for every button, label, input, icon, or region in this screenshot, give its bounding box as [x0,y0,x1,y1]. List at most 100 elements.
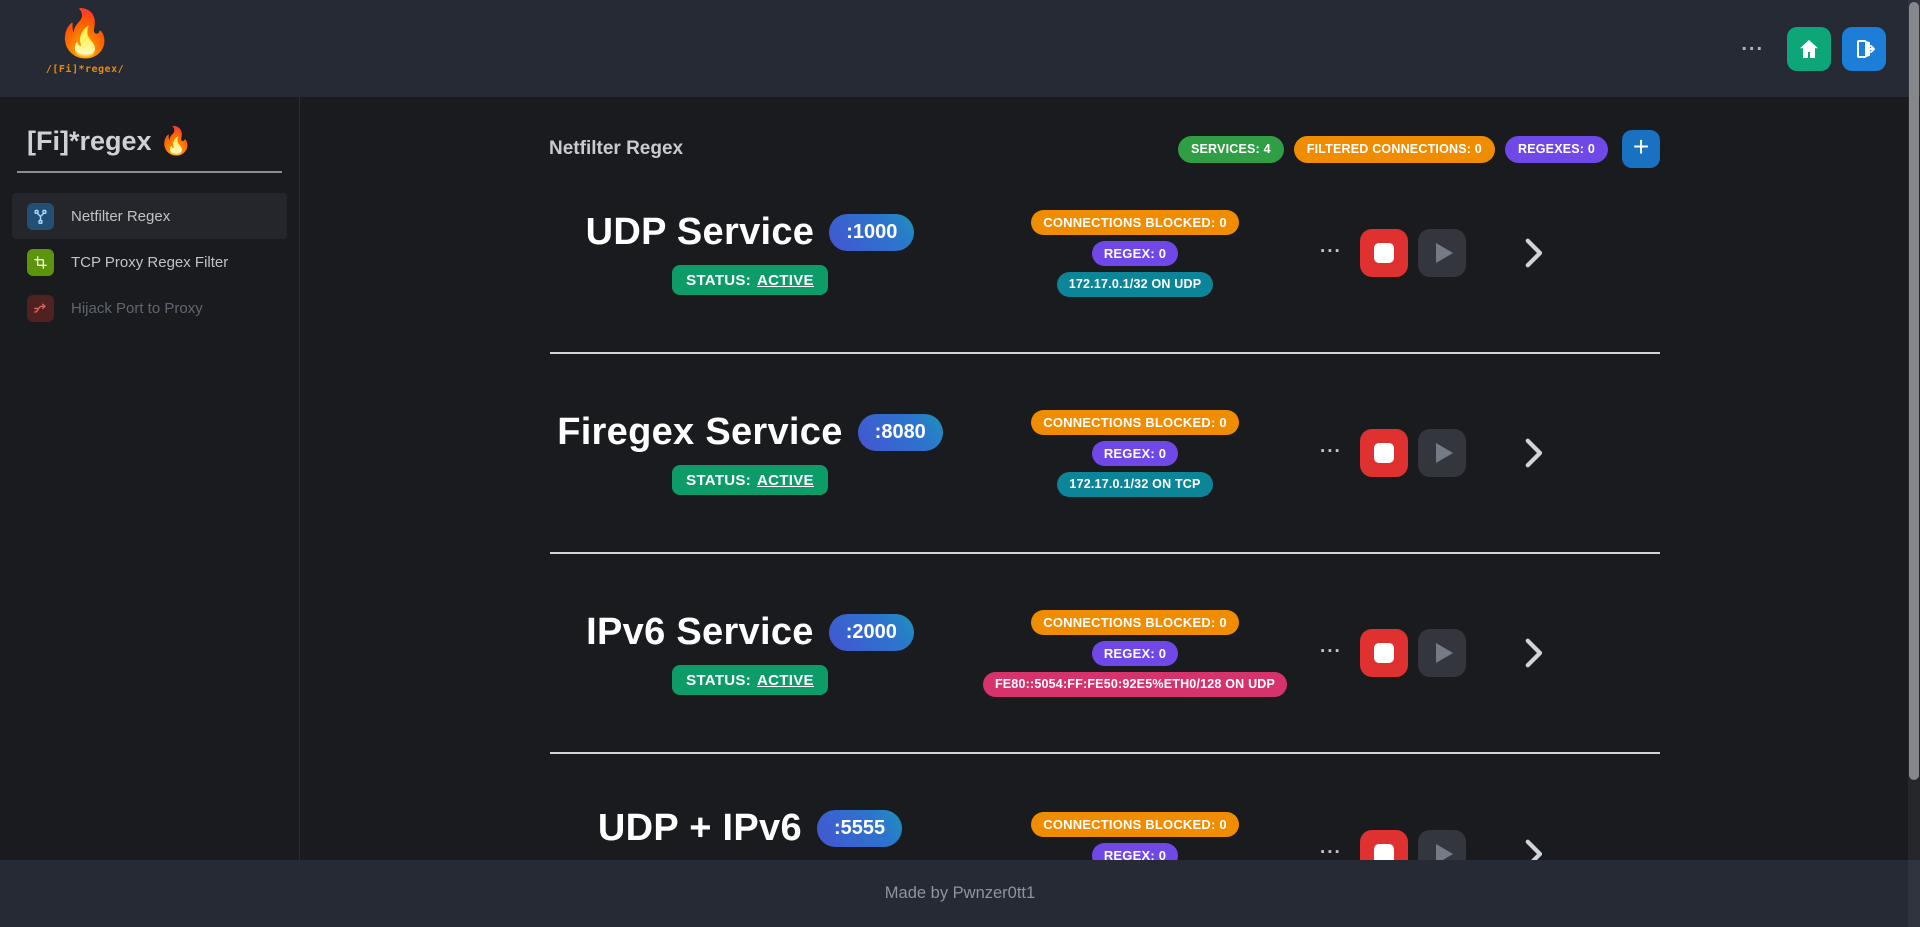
play-icon [1435,844,1453,860]
status-badge: STATUS: ACTIVE [672,465,828,495]
regexes-count-badge: REGEXES: 0 [1504,135,1608,163]
regex-count-badge: REGEX: 0 [1091,843,1179,860]
service-controls: ... [1320,429,1660,477]
stop-icon [1373,443,1394,463]
connections-blocked-badge: CONNECTIONS BLOCKED: 0 [1031,409,1239,435]
service-info: UDP + IPv6 :5555 [550,807,950,861]
topbar-actions: ... [1741,0,1886,97]
firegex-logo[interactable]: 🔥 /[Fi]*regex/ [40,4,130,75]
connections-blocked-badge: CONNECTIONS BLOCKED: 0 [1031,209,1239,235]
footer: Made by Pwnzer0tt1 [0,860,1920,927]
service-list: UDP Service :1000 STATUS: ACTIVE CONNECT… [550,154,1660,860]
sidebar-item-netfilter-regex[interactable]: Netfilter Regex [12,193,287,239]
sidebar-item-hijack-port[interactable]: Hijack Port to Proxy [12,285,287,331]
stop-icon [1373,643,1394,663]
service-more-button[interactable]: ... [1320,837,1342,858]
topbar-more-button[interactable]: ... [1741,32,1764,55]
top-bar: 🔥 /[Fi]*regex/ ... [0,0,1920,97]
service-more-button[interactable]: ... [1320,436,1342,457]
main-content: Netfilter Regex SERVICES: 4 FILTERED CON… [300,97,1908,860]
sidebar-title: [Fi]*regex 🔥 [27,126,193,156]
add-service-button[interactable]: + [1622,130,1660,168]
logo-caption: /[Fi]*regex/ [45,64,125,75]
service-detail-chevron[interactable] [1512,232,1554,274]
service-port-badge: :8080 [857,414,943,451]
play-icon [1435,243,1453,263]
start-service-button[interactable] [1417,429,1466,477]
connections-blocked-badge: CONNECTIONS BLOCKED: 0 [1031,812,1239,837]
service-info: Firegex Service :8080 STATUS: ACTIVE [550,411,950,495]
git-fork-icon [27,202,54,230]
service-name: IPv6 Service [586,611,814,653]
service-address-badge: 172.17.0.1/32 ON TCP [1057,471,1213,497]
service-detail-chevron[interactable] [1512,833,1554,860]
services-count-badge: SERVICES: 4 [1177,135,1284,163]
flame-logo-icon: 🔥 [56,7,114,59]
summary-badges: SERVICES: 4 FILTERED CONNECTIONS: 0 REGE… [1177,130,1660,168]
start-service-button[interactable] [1417,229,1466,277]
connections-blocked-badge: CONNECTIONS BLOCKED: 0 [1031,609,1239,635]
stop-service-button[interactable] [1359,429,1408,477]
stop-icon [1373,844,1394,860]
scrollbar-track[interactable] [1908,0,1920,927]
door-exit-icon [1852,37,1876,61]
regex-count-badge: REGEX: 0 [1091,240,1179,266]
start-service-button[interactable] [1417,629,1466,677]
regex-count-badge: REGEX: 0 [1091,440,1179,466]
service-controls: ... [1320,830,1660,860]
home-button[interactable] [1787,26,1831,71]
home-icon [1797,37,1821,61]
status-badge: STATUS: ACTIVE [672,265,828,295]
service-port-badge: :1000 [829,214,915,251]
page-header: Netfilter Regex SERVICES: 4 FILTERED CON… [549,130,1660,168]
service-row: IPv6 Service :2000 STATUS: ACTIVE CONNEC… [550,554,1660,754]
service-info: UDP Service :1000 STATUS: ACTIVE [550,211,950,295]
play-icon [1435,443,1453,463]
play-icon [1435,643,1453,663]
sidebar-item-label: Hijack Port to Proxy [71,299,203,317]
service-row: Firegex Service :8080 STATUS: ACTIVE CON… [550,354,1660,554]
page-title: Netfilter Regex [549,138,684,159]
service-address-badge: FE80::5054:FF:FE50:92E5%ETH0/128 ON UDP [982,671,1288,697]
service-more-button[interactable]: ... [1320,236,1342,257]
service-port-badge: :5555 [816,809,903,847]
sidebar-item-tcp-proxy[interactable]: TCP Proxy Regex Filter [12,239,287,285]
service-row: UDP + IPv6 :5555 CONNECTIONS BLOCKED: 0 … [550,754,1660,860]
service-row: UDP Service :1000 STATUS: ACTIVE CONNECT… [550,154,1660,354]
status-badge: STATUS: ACTIVE [672,665,828,695]
sidebar-item-label: Netfilter Regex [71,207,171,225]
service-port-badge: :2000 [828,614,914,651]
arrows-split-icon [27,294,54,322]
service-detail-chevron[interactable] [1512,432,1554,474]
footer-credit: Made by Pwnzer0tt1 [884,884,1036,902]
service-controls: ... [1320,229,1660,277]
logout-button[interactable] [1842,26,1886,71]
service-name: UDP Service [585,211,815,253]
crop-icon [27,248,54,276]
service-stats: CONNECTIONS BLOCKED: 0 REGEX: 0 172.17.0… [1031,409,1239,497]
regex-count-badge: REGEX: 0 [1091,640,1179,666]
service-name: Firegex Service [557,411,843,453]
sidebar-nav: Netfilter Regex TCP Proxy Regex Filter [0,193,299,331]
flame-icon: 🔥 [159,126,193,156]
sidebar: [Fi]*regex 🔥 Netfilter Regex [0,97,300,860]
sidebar-divider [17,171,282,173]
filtered-connections-badge: FILTERED CONNECTIONS: 0 [1293,135,1495,163]
service-stats: CONNECTIONS BLOCKED: 0 REGEX: 0 [1031,812,1239,860]
stop-icon [1373,243,1394,263]
service-name: UDP + IPv6 [597,806,802,849]
service-info: IPv6 Service :2000 STATUS: ACTIVE [550,611,950,695]
stop-service-button[interactable] [1359,830,1408,860]
stop-service-button[interactable] [1359,629,1408,677]
service-stats: CONNECTIONS BLOCKED: 0 REGEX: 0 172.17.0… [1031,209,1239,297]
service-address-badge: 172.17.0.1/32 ON UDP [1056,271,1214,297]
service-controls: ... [1320,629,1660,677]
service-detail-chevron[interactable] [1512,632,1554,674]
service-more-button[interactable]: ... [1320,636,1342,657]
service-stats: CONNECTIONS BLOCKED: 0 REGEX: 0 FE80::50… [982,609,1288,697]
sidebar-item-label: TCP Proxy Regex Filter [71,253,229,271]
scrollbar-thumb[interactable] [1909,2,1919,780]
stop-service-button[interactable] [1359,229,1408,277]
start-service-button[interactable] [1417,830,1466,860]
